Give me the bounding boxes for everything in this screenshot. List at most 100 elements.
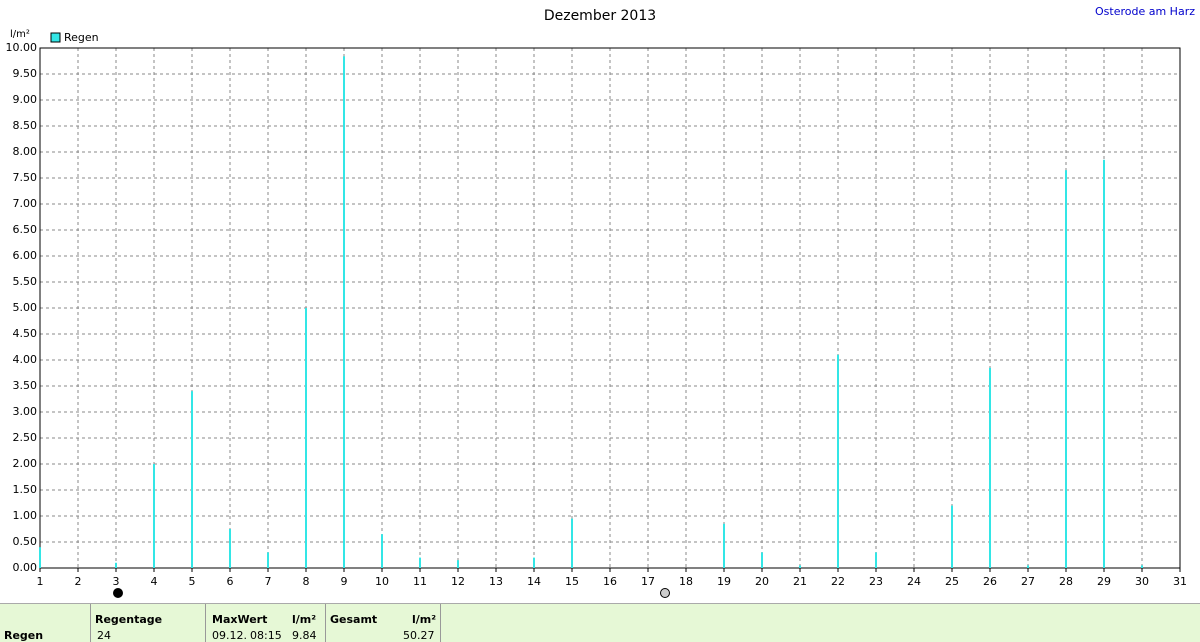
x-tick-label: 14 [527,575,541,588]
y-tick-label: 9.50 [13,67,38,80]
cell: 09.12. [212,629,247,642]
y-tick-label: 5.00 [13,301,38,314]
x-tick-label: 10 [375,575,389,588]
y-tick-label: 8.00 [13,145,38,158]
x-tick-label: 19 [717,575,731,588]
y-tick-label: 5.50 [13,275,38,288]
x-tick-label: 17 [641,575,655,588]
separator [440,604,441,642]
y-tick-label: 1.50 [13,483,38,496]
x-tick-label: 2 [75,575,82,588]
bar [875,552,877,568]
bar [723,523,725,568]
y-tick-label: 4.00 [13,353,38,366]
bar [571,518,573,568]
chart: Dezember 2013 Osterode am Harz l/m² Rege… [6,5,1195,598]
bar [1065,170,1067,568]
bar [39,547,41,568]
x-tick-label: 20 [755,575,769,588]
bar [305,308,307,568]
bar [799,565,801,568]
x-tick-label: 25 [945,575,959,588]
y-tick-label: 6.50 [13,223,38,236]
full-moon-icon [113,588,123,598]
new-moon-icon [660,588,670,598]
y-tick-label: 1.00 [13,509,38,522]
x-tick-label: 22 [831,575,845,588]
y-tick-label: 0.50 [13,535,38,548]
plot-frame [39,47,1181,569]
bar [1103,159,1105,569]
x-tick-label: 1 [37,575,44,588]
x-tick-label: 24 [907,575,921,588]
chart-title: Dezember 2013 [544,8,656,24]
bar [229,529,231,568]
bar [989,367,991,568]
y-axis-unit: l/m² [10,29,30,40]
cell: 50.27 [403,629,435,642]
separator [205,604,206,642]
x-tick-label: 13 [489,575,503,588]
header: l/m² [412,613,437,626]
bar [419,557,421,568]
x-tick-label: 15 [565,575,579,588]
x-tick-label: 3 [113,575,120,588]
y-tick-label: 2.00 [13,457,38,470]
bar [1141,565,1143,568]
bar [191,391,193,568]
y-tick-label: 8.50 [13,119,38,132]
bar [1027,565,1029,568]
summary-table: Regentage MaxWert l/m² Gesamt l/m² Regen… [0,603,1200,642]
bar [533,557,535,568]
separator [325,604,326,642]
y-tick-label: 7.50 [13,171,38,184]
bar [381,534,383,568]
x-tick-label: 11 [413,575,427,588]
x-tick-label: 7 [265,575,272,588]
bar [343,56,345,568]
x-tick-label: 6 [227,575,234,588]
x-tick-label: 18 [679,575,693,588]
y-tick-label: 0.00 [13,561,38,574]
legend-swatch [50,32,61,43]
cell: 08:15 [250,629,282,642]
header: l/m² [292,613,317,626]
y-tick-label: 9.00 [13,93,38,106]
x-tick-label: 30 [1135,575,1149,588]
y-tick-label: 2.50 [13,431,38,444]
x-tick-label: 12 [451,575,465,588]
y-tick-label: 4.50 [13,327,38,340]
location: Osterode am Harz [1095,5,1195,18]
y-tick-label: 7.00 [13,197,38,210]
y-tick-label: 3.50 [13,379,38,392]
y-tick-label: 10.00 [6,41,38,54]
x-tick-label: 28 [1059,575,1073,588]
y-tick-label: 3.00 [13,405,38,418]
row-label: Regen [4,629,44,642]
header: MaxWert [212,613,268,626]
separator [90,604,91,642]
bar [115,562,117,568]
x-tick-label: 16 [603,575,617,588]
header: Regentage [95,613,163,626]
legend-label: Regen [64,31,99,44]
x-tick-label: 26 [983,575,997,588]
header: Gesamt [330,613,378,626]
x-tick-label: 21 [793,575,807,588]
y-tick-label: 6.00 [13,249,38,262]
bar [837,354,839,568]
x-tick-label: 4 [151,575,158,588]
bar [951,505,953,568]
x-tick-label: 27 [1021,575,1035,588]
bar [457,560,459,568]
cell: 9.84 [292,629,317,642]
bar [267,552,269,568]
x-tick-label: 9 [341,575,348,588]
x-tick-label: 31 [1173,575,1187,588]
x-tick-label: 5 [189,575,196,588]
x-tick-label: 23 [869,575,883,588]
x-tick-label: 29 [1097,575,1111,588]
x-tick-label: 8 [303,575,310,588]
bar [153,464,155,568]
